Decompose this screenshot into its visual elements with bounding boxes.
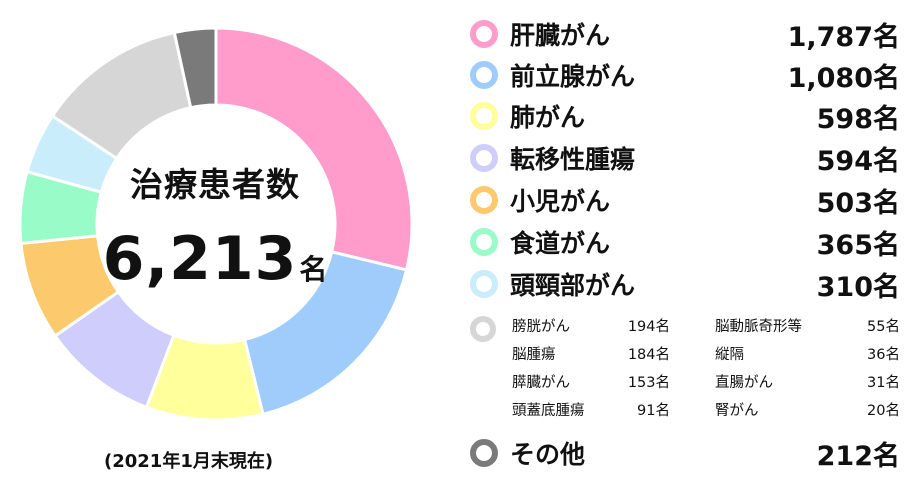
center-title: 治療患者数 — [130, 165, 300, 204]
total-number: 6,213 — [102, 224, 298, 294]
total-unit: 名 — [299, 253, 328, 286]
small-category-value: 31名 — [867, 375, 900, 391]
small-category-value: 20名 — [867, 403, 900, 419]
small-categories: 膀胱がん 194名脳腫瘍 184名膵臓がん 153名頭蓋底腫瘍 91名 脳動脈奇形等 55… — [470, 313, 900, 425]
legend-item-4: 転移性腫瘍 594名 — [470, 138, 900, 178]
small-category-item: 腎がん 20名 — [715, 397, 900, 425]
donut-slice-1 — [214, 26, 414, 272]
legend-item-2: 前立腺がん 1,080名 — [470, 55, 900, 95]
legend-value: 594名 — [816, 145, 900, 177]
legend-item-3: 肺がん 598名 — [470, 96, 900, 136]
small-category-item: 頭蓋底腫瘍 91名 — [512, 397, 670, 425]
small-category-label: 膀胱がん — [512, 319, 570, 335]
legend-item-6: 食道がん 365名 — [470, 222, 900, 262]
legend-label: 食道がん — [510, 229, 611, 258]
small-category-value: 184名 — [627, 347, 670, 363]
legend-ring-icon — [470, 20, 498, 48]
legend-item-7: 頭頸部がん 310名 — [470, 264, 900, 304]
legend-value: 212名 — [816, 440, 900, 472]
small-category-item: 脳腫瘍 184名 — [512, 341, 670, 369]
donut-slice-9 — [172, 26, 218, 110]
small-category-value: 55名 — [867, 319, 900, 335]
small-category-item: 膵臓がん 153名 — [512, 369, 670, 397]
small-category-item: 縦隔 36名 — [715, 341, 900, 369]
legend-value: 503名 — [816, 187, 900, 219]
small-category-value: 153名 — [627, 375, 670, 391]
legend-label: 肝臓がん — [510, 21, 611, 50]
legend-label: 肺がん — [510, 103, 586, 132]
legend-ring-icon — [470, 270, 498, 298]
small-category-item: 脳動脈奇形等 55名 — [715, 313, 900, 341]
legend-item-5: 小児がん 503名 — [470, 180, 900, 220]
legend-ring-icon — [470, 228, 498, 256]
legend-value: 310名 — [816, 271, 900, 303]
legend-label: 転移性腫瘍 — [510, 145, 636, 174]
footnote-date: (2021年1月末現在) — [104, 451, 274, 472]
legend-item-1: 肝臓がん 1,787名 — [470, 14, 900, 54]
donut-chart — [18, 26, 414, 422]
small-category-item: 直腸がん 31名 — [715, 369, 900, 397]
small-category-value: 36名 — [867, 347, 900, 363]
legend-ring-icon — [470, 439, 498, 467]
legend-ring-icon — [470, 186, 498, 214]
legend-value: 1,080名 — [787, 62, 900, 94]
small-category-label: 膵臓がん — [512, 375, 570, 391]
small-category-value: 194名 — [627, 319, 670, 335]
legend-label: 小児がん — [510, 187, 611, 216]
small-category-label: 縦隔 — [715, 347, 744, 363]
legend-label: その他 — [510, 440, 586, 469]
legend-value: 365名 — [816, 229, 900, 261]
small-category-label: 脳動脈奇形等 — [715, 319, 802, 335]
small-category-label: 直腸がん — [715, 375, 773, 391]
small-categories-ring-icon — [470, 316, 496, 342]
small-category-label: 脳腫瘍 — [512, 347, 556, 363]
small-category-value: 91名 — [637, 403, 670, 419]
legend-ring-icon — [470, 144, 498, 172]
legend-ring-icon — [470, 61, 498, 89]
legend-label: 前立腺がん — [510, 62, 636, 91]
legend-label: 頭頸部がん — [510, 271, 636, 300]
legend-item-other: その他 212名 — [470, 433, 900, 473]
legend-value: 1,787名 — [787, 21, 900, 53]
center-total: 6,213名 — [100, 224, 330, 294]
legend-ring-icon — [470, 102, 498, 130]
small-category-item: 膀胱がん 194名 — [512, 313, 670, 341]
small-category-label: 腎がん — [715, 403, 759, 419]
legend-value: 598名 — [816, 103, 900, 135]
small-category-label: 頭蓋底腫瘍 — [512, 403, 585, 419]
